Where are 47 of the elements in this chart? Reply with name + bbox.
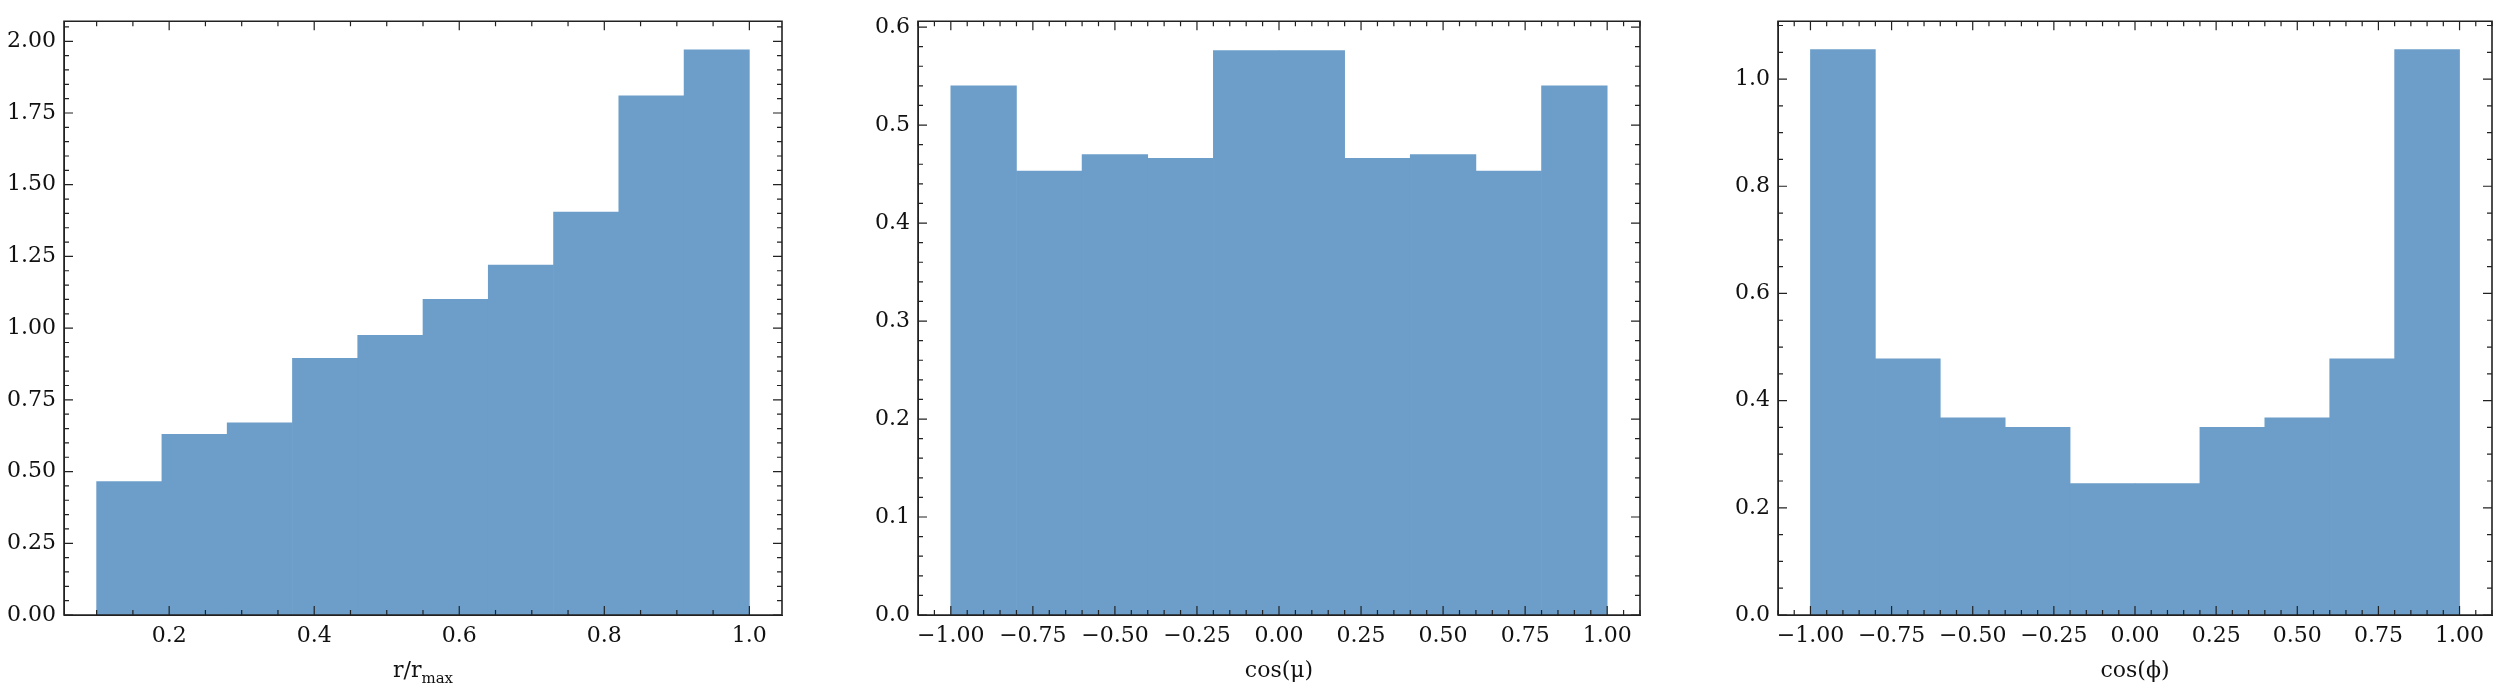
y-tick-label: 0.50: [7, 457, 56, 483]
x-tick-label: 0.25: [2191, 621, 2241, 647]
y-tick-label: 1.75: [7, 98, 56, 124]
y-tick-label: 0.0: [1735, 600, 1770, 626]
x-tick-label: 0.50: [2272, 621, 2322, 647]
x-axis-title: cos(ϕ): [2100, 657, 2170, 682]
x-tick-label: −0.50: [1081, 621, 1149, 647]
x-tick-label: 0.2: [151, 621, 187, 647]
y-tick-label: 0.4: [875, 208, 910, 234]
x-tick-label: −1.00: [1776, 621, 1845, 647]
y-tick-label: 0.2: [875, 404, 910, 430]
x-tick-label: 0.25: [1336, 621, 1386, 647]
x-tick-label: 1.00: [1582, 621, 1632, 647]
y-tick-label: 0.8: [1735, 171, 1770, 197]
x-tick-label: 0.6: [441, 621, 477, 647]
y-tick-label: 1.25: [7, 242, 56, 268]
y-tick-label: 0.6: [875, 12, 910, 38]
y-tick-label: 1.00: [7, 313, 56, 339]
x-tick-label: 0.50: [1418, 621, 1468, 647]
x-tick-label: −0.25: [2020, 621, 2088, 647]
y-tick-label: 0.25: [7, 529, 56, 554]
y-tick-label: 2.00: [7, 27, 56, 52]
x-tick-label: 0.75: [2353, 621, 2403, 647]
y-tick-label: 0.3: [875, 306, 910, 332]
y-tick-label: 0.2: [1735, 493, 1770, 519]
x-tick-label: −0.25: [1163, 621, 1231, 647]
y-tick-label: 0.4: [1735, 386, 1770, 412]
x-tick-label: 1.0: [731, 621, 767, 647]
y-tick-label: 1.0: [1735, 64, 1770, 90]
y-tick-label: 0.75: [7, 385, 56, 411]
x-tick-label: −0.50: [1939, 621, 2007, 647]
y-tick-label: 0.0: [875, 600, 910, 626]
x-tick-label: 0.75: [1500, 621, 1550, 647]
x-tick-label: 0.8: [586, 621, 622, 647]
x-tick-label: −1.00: [917, 621, 985, 647]
x-tick-label: 0.00: [2110, 621, 2160, 647]
y-tick-label: 0.6: [1735, 279, 1770, 305]
y-tick-label: 0.00: [7, 600, 56, 626]
x-tick-label: −0.75: [1857, 621, 1926, 647]
x-axis-title: cos(μ): [1244, 657, 1314, 682]
x-tick-label: 0.00: [1254, 621, 1304, 647]
x-tick-label: 1.00: [2435, 621, 2485, 647]
x-tick-label: 0.4: [296, 621, 332, 647]
y-tick-label: 1.50: [7, 170, 56, 196]
x-tick-label: −0.75: [999, 621, 1067, 647]
y-tick-label: 0.1: [875, 502, 910, 528]
y-tick-label: 0.5: [875, 110, 910, 136]
